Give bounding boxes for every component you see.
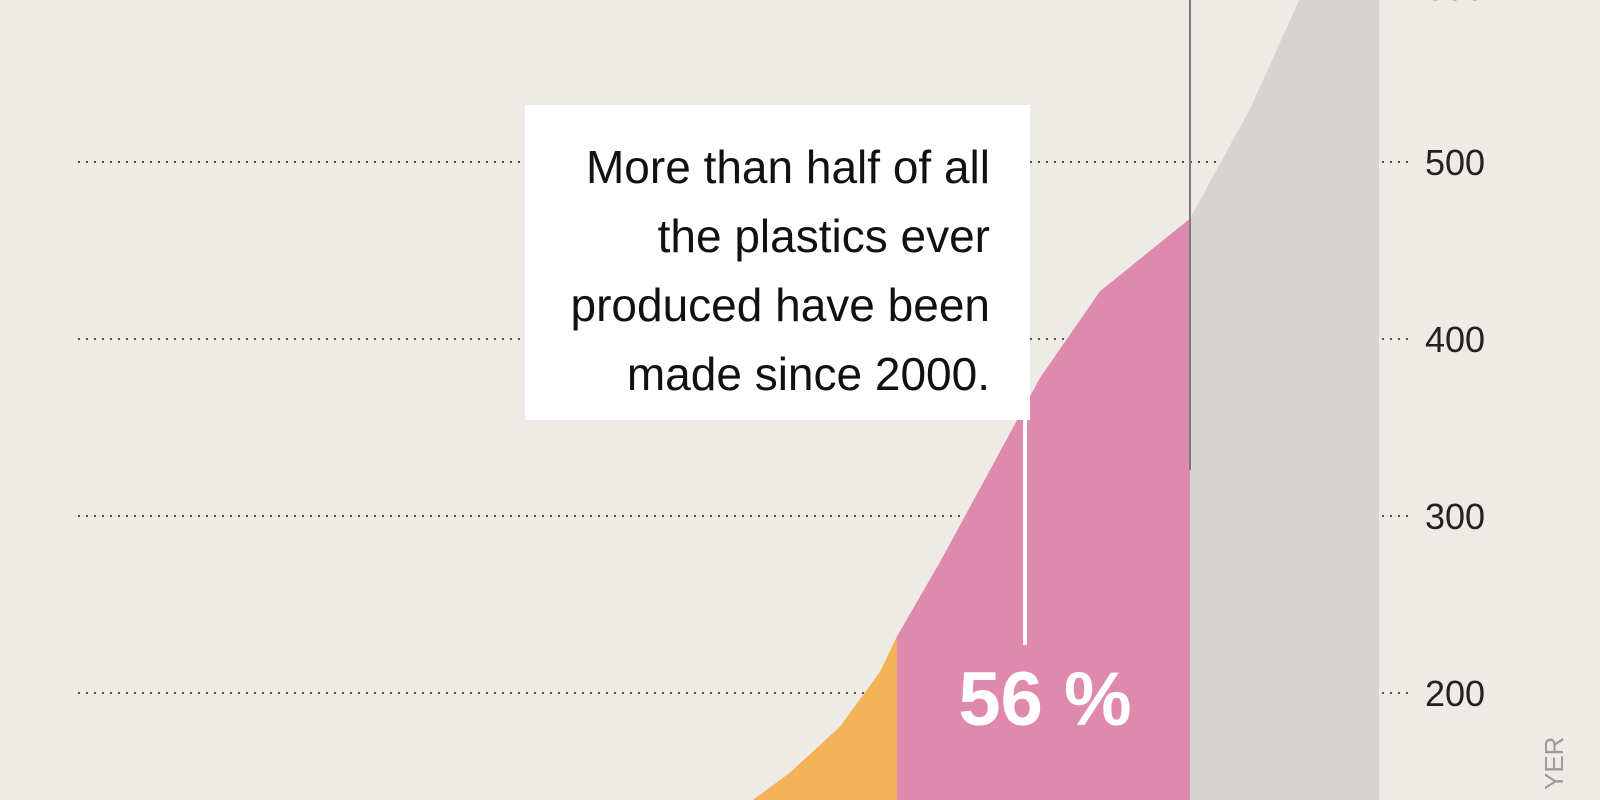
- y-axis-tick-labels: 200 300 400 500: [1425, 142, 1485, 714]
- y-tick-label-500: 500: [1425, 142, 1485, 183]
- area-segment-since-2000: [897, 218, 1190, 800]
- area-segments: [730, 0, 1379, 800]
- y-tick-label-400: 400: [1425, 319, 1485, 360]
- annotation-line-1: More than half of all: [586, 141, 990, 193]
- annotation-line-4: made since 2000.: [627, 348, 990, 400]
- annotation-line-2: the plastics ever: [658, 210, 990, 262]
- annotation-box: [525, 105, 1030, 420]
- annotation-line-3: produced have been: [571, 279, 990, 331]
- area-segment-projection: [1190, 0, 1379, 800]
- credit-text: YER: [1539, 737, 1569, 790]
- y-tick-label-partial: 600: [1425, 0, 1485, 8]
- y-tick-label-300: 300: [1425, 496, 1485, 537]
- area-segment-before-2000: [730, 636, 897, 800]
- y-tick-label-200: 200: [1425, 673, 1485, 714]
- annotation-callout: More than half of all the plastics ever …: [525, 105, 1030, 645]
- percentage-highlight: 56 %: [958, 657, 1131, 742]
